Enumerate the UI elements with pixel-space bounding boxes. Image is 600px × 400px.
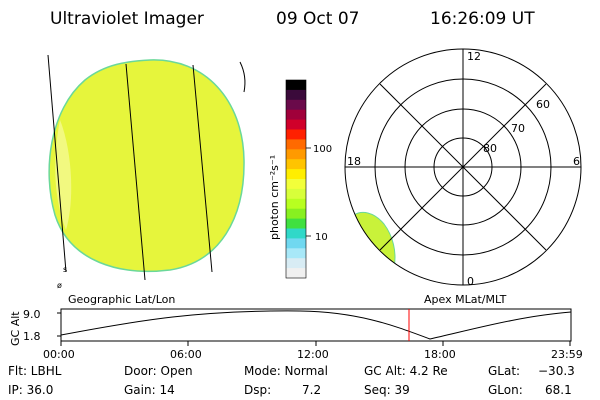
x-tick-label: 12:00: [297, 348, 329, 361]
altitude-curve: [60, 310, 572, 340]
colorbar-segment: [286, 198, 306, 210]
altitude-plot-frame: [60, 308, 572, 342]
colorbar-segment: [286, 218, 306, 229]
gc-alt-info: GC Alt: 4.2 Re: [364, 364, 448, 378]
door-info: Door: Open: [124, 364, 193, 378]
time-label: 16:26:09 UT: [430, 9, 535, 29]
colorbar-units-label: photon cm⁻²s⁻¹: [268, 155, 281, 240]
auroral-oval-segment: [351, 211, 396, 269]
apex-panel-label: Apex MLat/MLT: [424, 293, 507, 306]
colorbar-segment: [286, 119, 306, 130]
altitude-plot: 9.0 1.8 GC Alt 00:00 06:00 12:00 18:00 2…: [9, 308, 583, 361]
colorbar-segment: [286, 188, 306, 200]
x-tick-label: 18:00: [424, 348, 456, 361]
colorbar-segment: [286, 129, 306, 140]
colorbar-segment: [286, 238, 306, 249]
geographic-image-panel: s ø: [47, 54, 246, 290]
colorbar-tick-label: 10: [315, 232, 328, 243]
glon-value: 68.1: [545, 383, 572, 397]
altitude-axis-label: GC Alt: [9, 311, 22, 346]
geographic-panel-label: Geographic Lat/Lon: [68, 293, 175, 306]
colorbar-segment: [286, 179, 306, 190]
longitude-line: [192, 64, 213, 273]
colorbar-segment: [286, 80, 306, 91]
limb-arc: [239, 61, 246, 93]
glat-value: −30.3: [538, 364, 575, 378]
colorbar-segment: [286, 208, 306, 220]
coastline-mark: s: [63, 265, 67, 274]
filter-info: Flt: LBHL: [8, 364, 62, 378]
mlat-label-70: 70: [511, 122, 525, 135]
colorbar-frame: [285, 79, 307, 279]
ip-info: IP: 36.0: [8, 383, 54, 397]
polar-mlt-panel: 12 18 6 0 60 70 80: [344, 48, 582, 288]
colorbar-segment: [286, 169, 306, 180]
colorbar-segment: [286, 149, 306, 160]
coastline-mark: ø: [57, 281, 62, 290]
mlat-label-80: 80: [483, 142, 497, 155]
date-label: 09 Oct 07: [276, 9, 360, 29]
mlt-label-12: 12: [467, 50, 481, 63]
dayglow-patch: [55, 120, 72, 230]
colorbar-segment: [286, 139, 306, 150]
longitude-line: [125, 63, 146, 281]
x-tick-label: 00:00: [43, 348, 75, 361]
colorbar-segment: [286, 248, 306, 259]
mlt-meridian: [379, 83, 547, 251]
gain-info: Gain: 14: [124, 383, 175, 397]
dsp-label: Dsp:: [244, 383, 272, 397]
y-tick-label: 9.0: [23, 308, 41, 321]
colorbar-segment: [286, 159, 306, 170]
glon-label: GLon:: [488, 383, 523, 397]
longitude-line: [47, 54, 67, 273]
mlt-label-0: 0: [467, 275, 474, 288]
earth-disk: [48, 59, 245, 273]
mlt-label-18: 18: [347, 155, 361, 168]
seq-info: Seq: 39: [364, 383, 410, 397]
y-tick-label: 1.8: [23, 330, 41, 343]
instrument-title: Ultraviolet Imager: [50, 9, 204, 29]
mlt-label-6: 6: [573, 155, 580, 168]
x-tick-label: 23:59: [551, 348, 583, 361]
colorbar: [286, 80, 306, 279]
mode-info: Mode: Normal: [244, 364, 328, 378]
colorbar-segment: [286, 258, 306, 269]
colorbar-segment: [286, 109, 306, 121]
colorbar-segment: [286, 99, 306, 111]
dsp-value: 7.2: [302, 383, 322, 397]
mlat-label-60: 60: [536, 98, 550, 111]
colorbar-segment: [286, 268, 306, 279]
glat-label: GLat:: [488, 364, 521, 378]
colorbar-tick-label: 100: [313, 144, 332, 155]
colorbar-segment: [286, 228, 306, 239]
x-tick-label: 06:00: [170, 348, 202, 361]
colorbar-segment: [286, 89, 306, 101]
